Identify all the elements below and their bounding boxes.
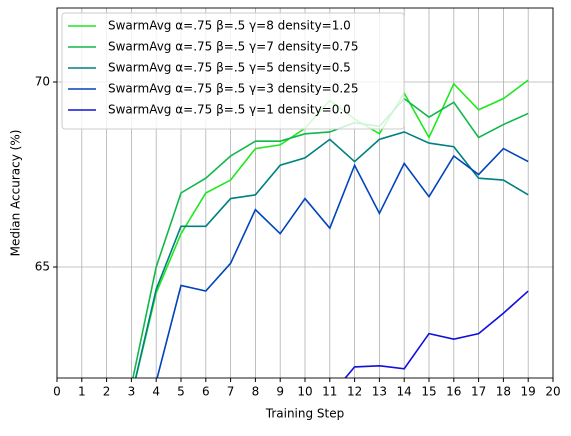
y-axis-label: Median Accuracy (%) <box>9 130 23 257</box>
x-tick-label: 18 <box>496 385 511 399</box>
x-tick-label: 17 <box>471 385 486 399</box>
line <box>156 147 529 378</box>
x-tick-label: 3 <box>128 385 136 399</box>
line <box>344 290 529 378</box>
x-tick-label: 7 <box>227 385 235 399</box>
x-tick-label: 12 <box>347 385 362 399</box>
x-tick-label: 14 <box>397 385 412 399</box>
x-tick-label: 2 <box>103 385 111 399</box>
x-tick-label: 1 <box>78 385 86 399</box>
line <box>132 97 529 378</box>
x-tick-label: 6 <box>202 385 210 399</box>
legend-label: SwarmAvg α=.75 β=.5 γ=5 density=0.5 <box>108 61 351 75</box>
legend: SwarmAvg α=.75 β=.5 γ=8 density=1.0 Swarm… <box>61 12 405 130</box>
x-tick-label: 0 <box>53 385 61 399</box>
x-tick-label: 10 <box>297 385 312 399</box>
x-tick-label: 16 <box>446 385 461 399</box>
y-tick-label: 65 <box>35 260 50 274</box>
x-tick-label: 15 <box>421 385 436 399</box>
x-tick-label: 20 <box>545 385 560 399</box>
y-tick-label: 70 <box>35 75 50 89</box>
legend-label: SwarmAvg α=.75 β=.5 γ=1 density=0.0 <box>108 103 351 117</box>
legend-label: SwarmAvg α=.75 β=.5 γ=3 density=0.25 <box>108 82 358 96</box>
x-tick-label: 4 <box>152 385 160 399</box>
x-axis-label: Training Step <box>265 407 345 421</box>
x-tick-label: 9 <box>276 385 284 399</box>
legend-label: SwarmAvg α=.75 β=.5 γ=7 density=0.75 <box>108 40 358 54</box>
legend-frame <box>61 12 405 130</box>
plot-frame <box>56 7 554 379</box>
x-tick-label: 13 <box>372 385 387 399</box>
x-tick-label: 19 <box>521 385 536 399</box>
x-tick-label: 5 <box>177 385 185 399</box>
x-tick-label: 11 <box>322 385 337 399</box>
line <box>134 131 529 378</box>
legend-label: SwarmAvg α=.75 β=.5 γ=8 density=1.0 <box>108 19 351 33</box>
x-tick-label: 8 <box>252 385 260 399</box>
